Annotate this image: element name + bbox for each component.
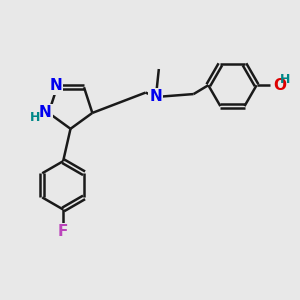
Text: F: F	[58, 224, 68, 239]
Text: H: H	[280, 73, 290, 86]
Text: H: H	[30, 111, 40, 124]
Text: N: N	[49, 78, 62, 93]
Text: N: N	[149, 89, 162, 104]
Text: O: O	[273, 78, 286, 93]
Text: N: N	[39, 105, 52, 120]
